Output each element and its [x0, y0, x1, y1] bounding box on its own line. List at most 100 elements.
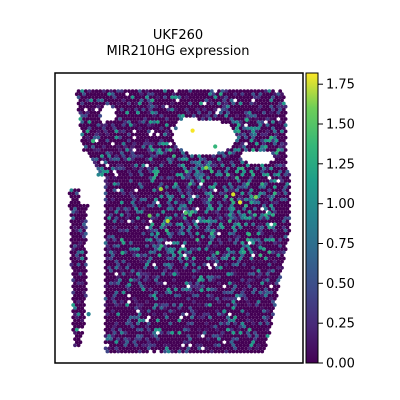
- spot: [202, 306, 207, 310]
- spot: [204, 172, 209, 177]
- spot: [125, 104, 130, 109]
- highlight-spot: [213, 144, 218, 149]
- spot: [265, 315, 270, 320]
- spot: [197, 265, 202, 270]
- spot: [130, 126, 135, 131]
- spot: [191, 182, 196, 187]
- spot: [206, 231, 211, 236]
- spot: [204, 110, 209, 115]
- spot: [256, 200, 261, 205]
- spot: [114, 185, 119, 190]
- spot: [141, 225, 146, 230]
- spot: [184, 107, 189, 112]
- spot: [150, 179, 155, 183]
- spot: [71, 253, 76, 258]
- spot: [269, 234, 274, 239]
- spot: [197, 179, 202, 183]
- spot: [238, 169, 243, 174]
- spot: [197, 172, 202, 177]
- spot: [150, 327, 155, 332]
- spot: [274, 250, 279, 255]
- spot: [145, 281, 149, 286]
- spot: [276, 98, 281, 103]
- spot: [199, 343, 203, 348]
- spot: [251, 303, 256, 307]
- spot: [191, 337, 196, 341]
- spot: [278, 250, 283, 255]
- spot: [103, 129, 108, 134]
- spot: [233, 327, 238, 332]
- spot: [105, 337, 110, 341]
- spot: [226, 216, 230, 221]
- spot: [213, 182, 218, 187]
- spot: [85, 123, 90, 128]
- spot: [202, 281, 207, 286]
- spot: [146, 278, 151, 283]
- spot: [231, 151, 236, 156]
- spot: [272, 272, 277, 276]
- spot: [116, 269, 121, 273]
- spot: [254, 92, 259, 97]
- spot: [146, 154, 151, 159]
- spot: [173, 269, 178, 273]
- spot: [283, 172, 288, 177]
- spot: [195, 275, 200, 279]
- spot: [215, 321, 220, 326]
- spot: [206, 194, 211, 199]
- spot: [200, 191, 205, 196]
- spot: [186, 98, 191, 103]
- spot: [217, 262, 221, 267]
- spot: [172, 179, 176, 183]
- spot: [112, 151, 117, 156]
- spot: [242, 281, 247, 286]
- spot: [172, 222, 176, 227]
- spot: [227, 250, 232, 255]
- spot: [177, 107, 182, 112]
- spot: [109, 312, 113, 317]
- spot: [204, 104, 209, 109]
- spot: [276, 197, 281, 202]
- spot: [134, 126, 139, 131]
- spot: [253, 231, 257, 236]
- spot: [150, 154, 155, 159]
- spot: [136, 179, 140, 183]
- spot: [260, 343, 265, 348]
- spot: [132, 222, 137, 227]
- spot: [96, 154, 101, 159]
- spot: [229, 166, 234, 171]
- spot: [247, 191, 252, 196]
- spot: [74, 303, 79, 307]
- spot: [211, 191, 216, 196]
- spot: [208, 303, 212, 307]
- spot: [208, 172, 212, 177]
- spot: [278, 188, 283, 193]
- spot: [134, 207, 139, 211]
- spot: [285, 219, 290, 224]
- spot: [177, 318, 182, 323]
- spot: [80, 312, 85, 317]
- spot: [159, 262, 164, 267]
- spot: [159, 163, 164, 168]
- spot: [173, 151, 178, 156]
- spot: [262, 92, 266, 97]
- spot: [209, 89, 214, 93]
- spot: [82, 303, 86, 307]
- spot: [148, 151, 153, 156]
- spot: [218, 241, 223, 245]
- spot: [204, 160, 209, 165]
- spot: [112, 132, 117, 137]
- spot: [220, 176, 225, 180]
- spot: [154, 259, 158, 264]
- spot: [134, 331, 139, 335]
- spot: [208, 117, 212, 121]
- spot: [161, 117, 166, 121]
- spot: [109, 250, 113, 255]
- spot: [118, 148, 122, 152]
- spot: [249, 101, 254, 106]
- spot: [247, 278, 252, 283]
- spot: [188, 238, 193, 242]
- spot: [220, 157, 225, 162]
- spot: [186, 166, 191, 171]
- spot: [191, 244, 196, 249]
- spot: [278, 101, 283, 106]
